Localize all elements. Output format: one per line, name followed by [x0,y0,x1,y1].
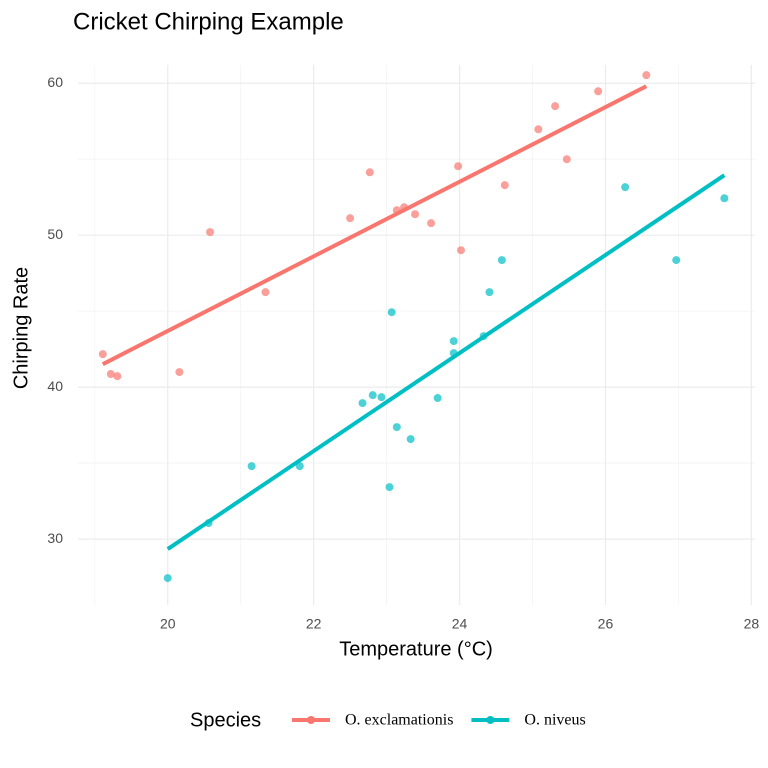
data-point [454,162,463,171]
legend-key-point [486,716,495,724]
legend-item: O. exclamationis [292,712,453,729]
y-axis-label: Chirping Rate [10,267,32,389]
data-point [672,256,681,265]
data-point [365,168,374,177]
data-point [247,462,256,471]
x-tick-label: 22 [306,616,322,632]
data-point [433,394,442,403]
data-point [720,194,729,203]
data-point [392,423,401,432]
data-point [497,256,506,265]
legend-item: O. niveus [471,712,586,729]
fit-line [166,173,726,551]
y-tick-label: 60 [47,74,63,90]
data-point [377,393,386,402]
data-point [562,155,571,164]
data-point [346,214,355,223]
data-point [621,183,630,192]
y-tick-label: 40 [47,378,63,394]
legend-title: Species [190,709,261,731]
legend-label: O. niveus [524,712,585,729]
data-point [551,102,560,111]
y-tick-label: 30 [47,530,63,546]
legend-key-point [307,716,315,724]
data-point [411,210,420,219]
data-point [113,372,122,381]
data-point [457,246,466,255]
data-point [594,87,603,96]
chart-title: Cricket Chirping Example [73,8,344,35]
data-point [261,288,270,297]
data-point [175,368,184,377]
data-point [642,71,651,80]
data-point [485,288,494,297]
x-axis-label: Temperature (°C) [339,638,493,660]
x-tick-label: 28 [744,616,760,632]
data-point [385,483,394,492]
data-point [163,574,172,583]
data-point [98,350,107,359]
plot-layer: 20 22 24 26 28 30 40 50 60 O. exclamationis O. niv… [47,65,759,729]
data-point [534,125,543,134]
data-point [500,181,509,190]
x-tick-label: 20 [160,616,176,632]
x-tick-label: 24 [452,616,468,632]
legend-label: O. exclamationis [345,712,453,729]
x-tick-label: 26 [598,616,614,632]
data-point [106,370,115,379]
fit-line [101,84,648,366]
data-point [358,399,367,408]
data-point [449,337,458,346]
data-point [206,228,215,237]
data-point [368,391,377,400]
y-tick-label: 50 [47,226,63,242]
data-point [387,308,396,317]
data-point [406,435,415,444]
data-point [427,219,436,228]
